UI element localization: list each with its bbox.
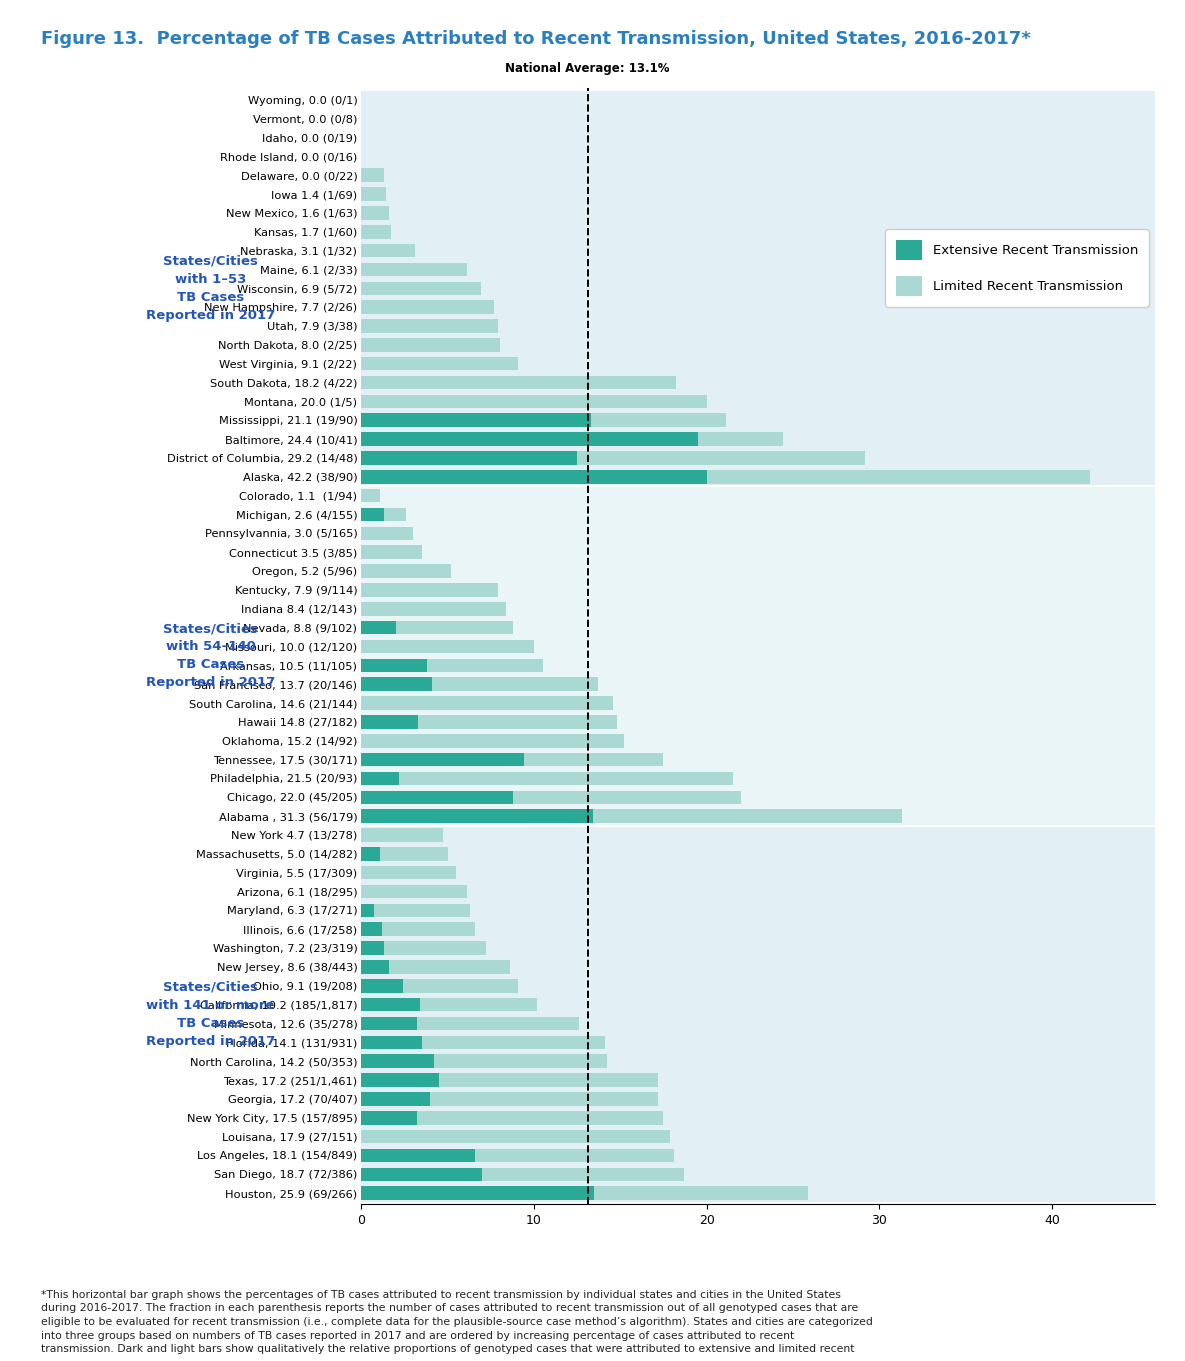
Bar xyxy=(361,923,382,936)
Bar xyxy=(361,998,421,1011)
Bar xyxy=(361,826,1155,1202)
Bar xyxy=(698,433,782,446)
Bar xyxy=(361,376,675,389)
Bar xyxy=(361,904,373,917)
Bar xyxy=(361,829,442,841)
Bar xyxy=(513,791,741,804)
Bar xyxy=(361,866,456,879)
Bar xyxy=(384,508,406,521)
Bar xyxy=(417,1017,579,1030)
Bar xyxy=(361,188,385,201)
Bar xyxy=(524,753,664,766)
Bar xyxy=(361,791,513,804)
Bar xyxy=(361,621,396,634)
Bar xyxy=(361,640,534,653)
Bar xyxy=(417,1111,664,1124)
Bar xyxy=(361,772,399,785)
Bar xyxy=(361,734,623,747)
Bar xyxy=(361,1036,422,1049)
Text: Figure 13.  Percentage of TB Cases Attributed to Recent Transmission, United Sta: Figure 13. Percentage of TB Cases Attrib… xyxy=(41,30,1031,48)
Bar xyxy=(361,942,384,955)
Bar xyxy=(361,301,494,314)
Bar xyxy=(361,697,614,710)
Bar xyxy=(434,1055,607,1068)
Bar xyxy=(399,772,732,785)
Bar xyxy=(361,433,698,446)
Text: States/Cities
with 1–53
TB Cases
Reported in 2017: States/Cities with 1–53 TB Cases Reporte… xyxy=(146,255,275,321)
Text: National Average: 13.1%: National Average: 13.1% xyxy=(505,63,670,75)
Bar xyxy=(592,810,902,823)
Bar xyxy=(361,979,403,992)
Bar xyxy=(361,546,422,559)
Bar xyxy=(403,979,519,992)
Bar xyxy=(361,565,451,578)
Bar xyxy=(361,1187,595,1200)
Bar xyxy=(421,998,538,1011)
Bar xyxy=(361,753,524,766)
Bar xyxy=(361,847,380,860)
Bar xyxy=(418,715,617,728)
Bar xyxy=(361,1074,440,1087)
Bar xyxy=(361,263,467,276)
Bar xyxy=(361,414,591,427)
Bar xyxy=(361,678,433,691)
Bar xyxy=(361,395,706,408)
Text: States/Cities
with 54–140
TB Cases
Reported in 2017: States/Cities with 54–140 TB Cases Repor… xyxy=(146,622,275,690)
Bar xyxy=(361,282,481,295)
Bar xyxy=(706,470,1090,483)
Bar xyxy=(373,904,470,917)
Bar xyxy=(361,960,389,973)
Bar xyxy=(361,338,500,351)
Bar xyxy=(361,91,1155,486)
Bar xyxy=(361,602,506,615)
Bar xyxy=(361,1111,417,1124)
Bar xyxy=(361,206,389,219)
Bar xyxy=(361,885,467,898)
Bar xyxy=(361,583,498,596)
Legend: Extensive Recent Transmission, Limited Recent Transmission: Extensive Recent Transmission, Limited R… xyxy=(885,229,1148,306)
Bar xyxy=(361,470,706,483)
Bar xyxy=(440,1074,659,1087)
Bar xyxy=(361,659,427,672)
Bar xyxy=(361,169,384,182)
Text: States/Cities
with 141 or more
TB Cases
Reported in 2017: States/Cities with 141 or more TB Cases … xyxy=(146,980,275,1048)
Bar xyxy=(389,960,510,973)
Bar xyxy=(427,659,543,672)
Bar xyxy=(591,414,725,427)
Bar xyxy=(361,1149,475,1162)
Bar xyxy=(361,810,592,823)
Bar xyxy=(361,1055,434,1068)
Bar xyxy=(595,1187,808,1200)
Bar xyxy=(361,244,415,257)
Bar xyxy=(361,225,391,238)
Bar xyxy=(380,847,448,860)
Bar xyxy=(361,715,418,728)
Bar xyxy=(361,1092,430,1105)
Bar xyxy=(475,1149,674,1162)
Bar xyxy=(361,357,519,370)
Bar xyxy=(433,678,598,691)
Bar xyxy=(361,1017,417,1030)
Bar xyxy=(361,508,384,521)
Bar xyxy=(422,1036,604,1049)
Bar xyxy=(396,621,513,634)
Text: *This horizontal bar graph shows the percentages of TB cases attributed to recen: *This horizontal bar graph shows the per… xyxy=(41,1290,873,1354)
Bar xyxy=(361,527,414,540)
Bar xyxy=(361,487,1155,825)
Bar xyxy=(361,320,498,333)
Bar xyxy=(361,1130,671,1143)
Bar xyxy=(577,452,865,464)
Bar xyxy=(482,1168,684,1181)
Bar xyxy=(430,1092,659,1105)
Bar xyxy=(361,1168,482,1181)
Bar xyxy=(384,942,486,955)
Bar xyxy=(361,452,577,464)
Bar xyxy=(361,489,380,502)
Bar xyxy=(382,923,475,936)
